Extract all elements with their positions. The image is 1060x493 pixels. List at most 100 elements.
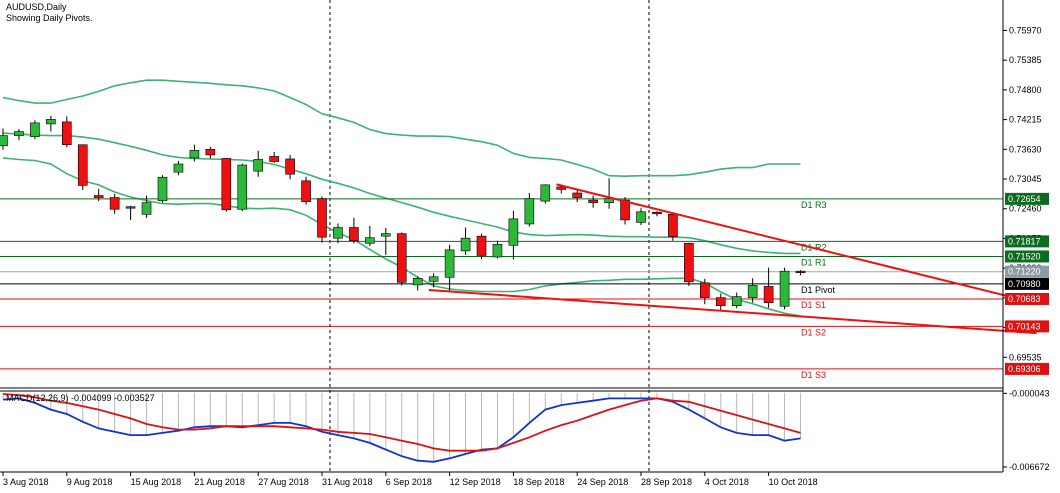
candle-body xyxy=(0,135,8,147)
candle-body xyxy=(46,119,56,125)
pivot-price-tag-label: 0.70683 xyxy=(1008,294,1041,304)
candle xyxy=(14,128,24,141)
candle-body xyxy=(476,235,487,256)
trendline xyxy=(556,183,1037,305)
price-axis-label: 0.72460 xyxy=(1009,204,1042,214)
trendline xyxy=(428,288,1037,335)
candle-body xyxy=(93,195,104,198)
pivot-price-tag-label: 0.71520 xyxy=(1008,251,1041,261)
candle-body xyxy=(77,144,88,186)
candle-body xyxy=(428,276,439,282)
candle xyxy=(109,194,120,214)
candle xyxy=(189,144,200,162)
candle-body xyxy=(61,121,72,146)
candle-body xyxy=(157,176,168,201)
pivot-price-tag-label: 0.70980 xyxy=(1008,279,1041,289)
candle-body xyxy=(14,131,24,136)
candle-body xyxy=(205,149,216,156)
candle-body xyxy=(253,159,263,172)
candle-body xyxy=(668,214,678,237)
pivot-price-tag xyxy=(1005,362,1049,375)
price-axis-label: 0.75970 xyxy=(1009,25,1042,35)
time-axis-label: 10 Oct 2018 xyxy=(769,477,818,487)
candle-body xyxy=(699,282,710,298)
candle-body xyxy=(237,164,248,210)
time-axis-label: 21 Aug 2018 xyxy=(194,477,245,487)
macd-pane xyxy=(2,392,801,463)
chart-subtitle: Showing Daily Pivots. xyxy=(6,13,93,23)
pivot-label: D1 R1 xyxy=(801,257,827,267)
candle-body xyxy=(763,286,774,303)
candle-body xyxy=(189,150,200,159)
candle xyxy=(588,195,598,208)
time-axis-label: 6 Sep 2018 xyxy=(386,477,432,487)
candle-body xyxy=(301,180,311,202)
pivot-price-tag xyxy=(1005,192,1049,205)
price-axis-label: 0.69535 xyxy=(1009,352,1042,362)
candle xyxy=(668,213,678,241)
candle xyxy=(269,151,279,164)
candle xyxy=(125,205,136,220)
price-axis-label: 0.73630 xyxy=(1009,144,1042,154)
candle xyxy=(524,192,535,227)
candle-body xyxy=(524,198,535,225)
candle-body xyxy=(556,186,567,190)
pivot-price-tag xyxy=(1005,320,1049,333)
time-axis-label: 12 Sep 2018 xyxy=(450,477,501,487)
candle-body xyxy=(492,243,503,258)
candle-body xyxy=(684,242,694,283)
candle xyxy=(141,195,152,218)
price-axis-label: 0.75385 xyxy=(1009,55,1042,65)
candle xyxy=(77,144,88,190)
candle xyxy=(46,115,56,132)
candle xyxy=(428,273,439,288)
candle-body xyxy=(349,227,359,242)
candle-body xyxy=(652,211,662,215)
candle xyxy=(380,228,391,255)
candle xyxy=(460,227,471,255)
current-price-tag xyxy=(1005,265,1049,278)
candle xyxy=(747,278,758,303)
time-axis-label: 28 Sep 2018 xyxy=(641,477,692,487)
time-axis-label: 9 Aug 2018 xyxy=(67,477,113,487)
candle-body xyxy=(125,206,136,209)
candle xyxy=(396,232,407,286)
candle xyxy=(333,223,343,244)
candle xyxy=(317,196,327,243)
pivot-price-tag-label: 0.69306 xyxy=(1008,364,1041,374)
candle-body xyxy=(604,198,614,203)
pivot-price-tag xyxy=(1005,235,1049,248)
time-axis-label: 24 Sep 2018 xyxy=(577,477,628,487)
candle-body xyxy=(412,278,423,286)
candle-body xyxy=(460,237,471,252)
time-axis-label: 18 Sep 2018 xyxy=(513,477,564,487)
candle xyxy=(731,292,742,309)
pivot-price-tag xyxy=(1005,250,1049,263)
candle-body xyxy=(365,237,375,244)
candle-body xyxy=(221,158,232,211)
price-axis-label: 0.73045 xyxy=(1009,174,1042,184)
pivot-price-tag xyxy=(1005,292,1049,305)
candle xyxy=(636,208,646,225)
macd-signal-line xyxy=(2,393,801,452)
pivot-price-tag-label: 0.70143 xyxy=(1008,321,1041,331)
candle-body xyxy=(285,158,295,175)
candle xyxy=(476,233,487,260)
time-axis-label: 3 Aug 2018 xyxy=(3,477,49,487)
pivot-label: D1 S2 xyxy=(801,327,826,337)
candle-body xyxy=(715,297,726,307)
candle xyxy=(30,120,40,140)
candle-body xyxy=(269,156,279,162)
candle xyxy=(779,267,790,310)
candle xyxy=(652,211,662,217)
candle-body xyxy=(508,218,519,246)
candle xyxy=(412,276,423,291)
candle-body xyxy=(317,198,327,238)
pivot-label: D1 Pivot xyxy=(801,285,836,295)
candle xyxy=(492,240,503,259)
candle xyxy=(763,267,774,308)
price-axis-label: 0.74800 xyxy=(1009,85,1042,95)
time-axis-label: 31 Aug 2018 xyxy=(322,477,373,487)
